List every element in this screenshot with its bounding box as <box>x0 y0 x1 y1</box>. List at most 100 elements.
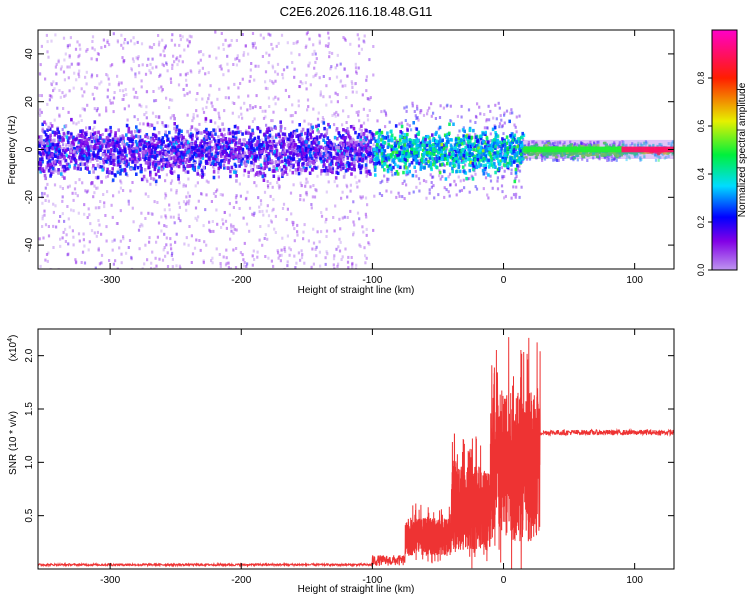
spectrogram-band-cell <box>432 157 435 161</box>
spectrogram-band-cell <box>158 175 161 179</box>
spectrogram-scatter-cell <box>87 216 89 219</box>
spectrogram-scatter-cell <box>96 74 98 77</box>
spectrogram-band-cell <box>348 135 351 139</box>
spectrogram-band-cell <box>170 171 173 175</box>
spectrogram-scatter-cell <box>305 181 307 184</box>
spectrogram-band-cell <box>338 134 341 138</box>
spectrogram-band-cell <box>304 169 307 173</box>
spectrogram-band-cell <box>226 166 229 170</box>
spectrogram-band-cell <box>232 139 235 143</box>
spectrogram-scatter-cell <box>354 175 356 178</box>
spectrogram-band-cell <box>272 165 275 169</box>
spectrogram-band-cell <box>351 140 354 144</box>
spectrogram-band-cell <box>54 160 57 164</box>
spectrogram-scatter-cell <box>337 54 339 57</box>
spectrogram-scatter-cell <box>281 237 283 240</box>
spectrogram-band-cell <box>237 126 240 130</box>
spectrogram-band-cell <box>361 159 364 163</box>
spectrogram-scatter-cell <box>320 90 322 93</box>
spectrogram-band-cell <box>281 173 284 177</box>
spectrogram-scatter-cell <box>272 265 274 268</box>
spectrogram-band-cell <box>60 153 63 157</box>
spectrogram-band-cell <box>487 159 490 163</box>
spectrogram-scatter-cell <box>405 119 407 122</box>
spectrogram-scatter-cell <box>301 82 303 85</box>
spectrogram-band-cell <box>472 177 475 181</box>
spectrogram-scatter-cell <box>252 264 254 267</box>
spectrogram-scatter-cell <box>200 59 202 62</box>
spectrogram-scatter-cell <box>363 122 365 125</box>
spectrogram-scatter-cell <box>366 257 368 260</box>
spectrogram-band-cell <box>234 125 237 128</box>
spectrogram-band-cell <box>191 125 194 129</box>
spectrogram-band-cell <box>212 156 215 160</box>
spectrogram-band-cell <box>354 147 357 151</box>
spectrogram-scatter-cell <box>486 194 488 197</box>
spectrogram-scatter-cell <box>204 208 206 211</box>
spectrogram-scatter-cell <box>92 35 94 38</box>
spectrogram-scatter-cell <box>155 257 157 260</box>
spectrogram-band-cell <box>218 140 221 144</box>
spectrogram-scatter-cell <box>75 261 77 264</box>
spectrogram-band-cell <box>201 175 204 179</box>
spectrogram-band-cell <box>94 145 97 149</box>
spectrogram-scatter-cell <box>313 242 315 245</box>
spectrogram-scatter-cell <box>518 115 520 118</box>
spectrogram-scatter-cell <box>456 193 458 196</box>
spectrogram-scatter-cell <box>134 42 136 45</box>
spectrogram-scatter-cell <box>112 216 114 219</box>
spectrogram-band-cell <box>358 149 361 153</box>
spectrogram-band-cell <box>263 167 266 171</box>
spectrogram-band-cell <box>342 143 345 147</box>
spectrogram-band-cell <box>111 142 114 146</box>
spectrogram-scatter-cell <box>147 195 149 198</box>
spectrogram-scatter-cell <box>45 223 47 226</box>
spectrogram-scatter-cell <box>261 138 263 141</box>
spectrogram-band-cell <box>193 168 196 172</box>
spectrogram-scatter-cell <box>325 44 327 47</box>
spectrogram-scatter-cell <box>218 176 220 179</box>
spectrogram-band-cell <box>110 130 113 134</box>
spectrogram-scatter-cell <box>516 116 518 119</box>
spectrogram-band-cell <box>445 177 448 181</box>
spectrogram-band-cell <box>344 139 347 143</box>
spectrogram-scatter-cell <box>423 114 425 117</box>
spectrogram-scatter-cell <box>303 120 305 123</box>
spectrogram-band-cell <box>174 159 177 163</box>
spectrogram-band-cell <box>122 136 125 140</box>
spectrogram-scatter-cell <box>79 44 81 47</box>
spectrogram-scatter-cell <box>130 256 132 259</box>
spectrogram-scatter-cell <box>367 114 369 117</box>
spectrogram-scatter-cell <box>366 75 368 78</box>
spectrogram-band-cell <box>439 126 442 130</box>
spectrogram-band-cell <box>139 143 142 147</box>
spectrogram-band-cell <box>208 146 211 150</box>
spectrogram-band-cell <box>383 136 386 140</box>
spectrogram-band-cell <box>320 169 323 173</box>
spectrogram-band-cell <box>112 178 115 182</box>
spectrogram-scatter-cell <box>202 107 204 110</box>
spectrogram-scatter-cell <box>257 65 259 68</box>
spectrogram-scatter-cell <box>81 87 83 90</box>
spectrogram-band-cell <box>274 126 277 129</box>
spectrogram-scatter-cell <box>112 194 114 197</box>
spectrogram-band-cell <box>177 148 180 152</box>
spectrogram-band-cell <box>63 132 66 136</box>
spectrogram-scatter-cell <box>278 184 280 187</box>
spectrogram-scatter-cell <box>331 52 333 55</box>
spectrogram-band-cell <box>396 154 399 158</box>
spectrogram-band-cell <box>73 150 76 154</box>
spectrogram-band-cell <box>178 152 181 156</box>
spectrogram-scatter-cell <box>39 237 41 240</box>
spectrogram-band-cell <box>327 136 330 140</box>
spectrogram-band-cell <box>238 164 241 168</box>
spectrogram-band-cell <box>131 160 134 164</box>
spectrogram-scatter-cell <box>318 112 320 115</box>
spectrogram-band-cell <box>292 164 295 168</box>
spectrogram-scatter-cell <box>249 107 251 110</box>
spectrogram-scatter-cell <box>272 208 274 211</box>
spectrogram-scatter-cell <box>83 233 85 236</box>
spectrogram-band-cell <box>169 164 172 168</box>
spectrogram-band-cell <box>283 165 286 169</box>
spectrogram-band-cell <box>116 144 119 148</box>
